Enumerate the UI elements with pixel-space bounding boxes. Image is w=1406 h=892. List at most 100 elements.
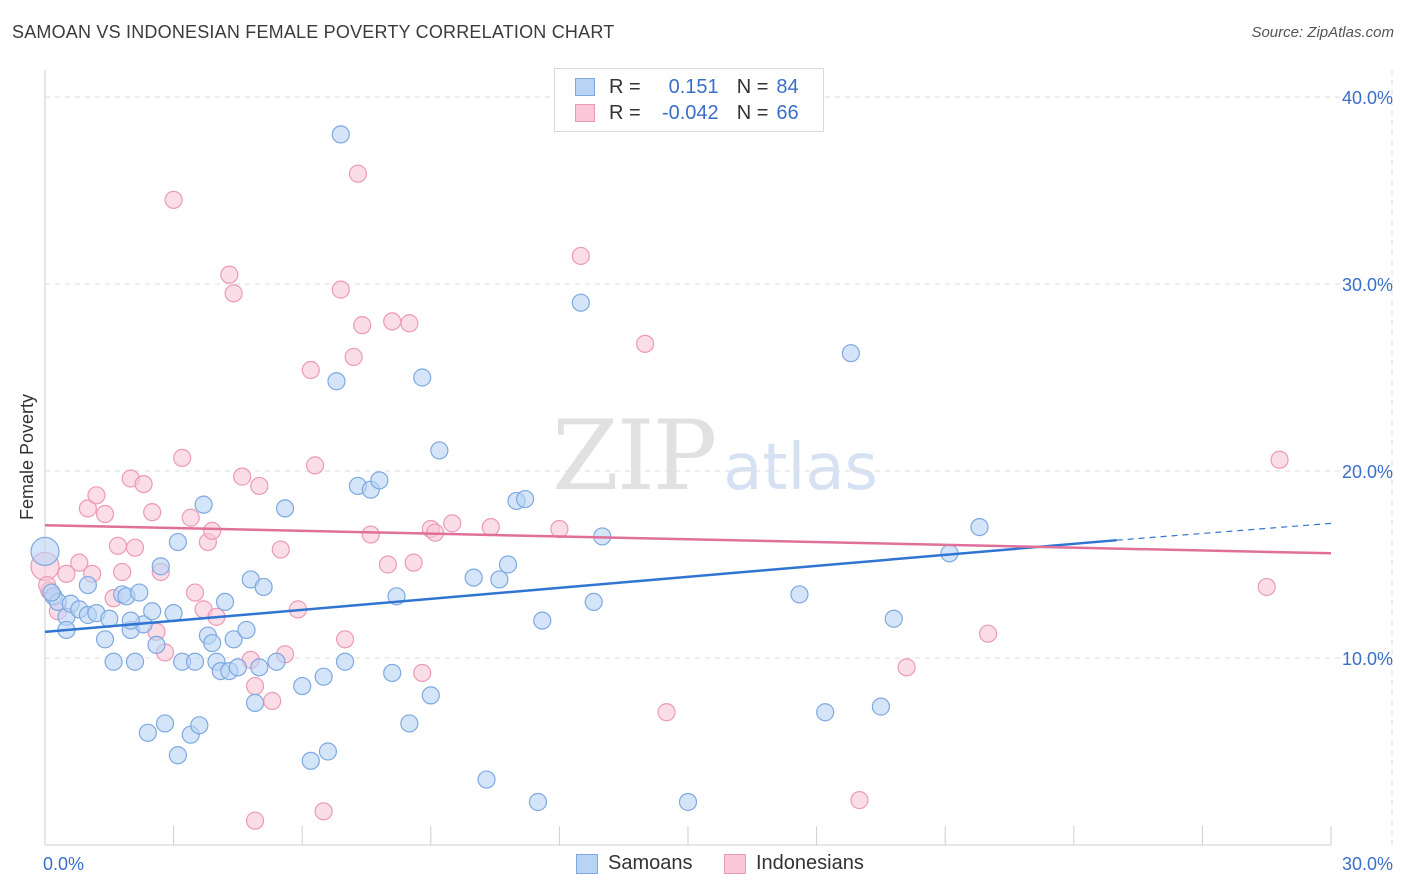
legend-swatch-samoans <box>575 78 595 96</box>
samoan-point <box>190 716 209 735</box>
samoan-point <box>147 635 166 655</box>
samoan-point <box>275 499 295 518</box>
samoan-point <box>224 630 243 649</box>
indonesian-point <box>636 334 655 353</box>
samoan-point <box>121 611 140 630</box>
samoan-point <box>528 792 548 812</box>
samoan-point <box>314 667 333 686</box>
samoan-point <box>228 658 247 677</box>
indonesian-point <box>224 284 243 303</box>
samoan-trend-extension <box>1116 522 1332 541</box>
watermark-zip: ZIP <box>552 400 717 512</box>
legend-r-label: R = <box>609 75 641 98</box>
samoan-point <box>250 658 269 677</box>
legend-item-indonesians: Indonesians <box>724 852 864 875</box>
samoan-point <box>884 609 903 628</box>
samoan-point <box>790 585 809 604</box>
samoan-point <box>413 368 432 387</box>
samoan-point <box>155 714 175 733</box>
y-tick-label: 30.0% <box>1342 275 1393 295</box>
source-label: Source: ZipAtlas.com <box>1251 24 1394 41</box>
samoan-trend-line <box>44 538 1117 634</box>
samoan-point <box>168 746 187 765</box>
legend-swatch-indonesians <box>724 853 746 874</box>
samoan-point <box>125 652 145 671</box>
indonesian-point <box>1257 577 1276 597</box>
samoan-point <box>130 583 149 602</box>
samoan-point <box>430 441 449 460</box>
chart-title: SAMOAN VS INDONESIAN FEMALE POVERTY CORR… <box>12 22 615 42</box>
indonesian-point <box>113 562 132 582</box>
legend-n-label: N = <box>736 75 769 98</box>
indonesian-point <box>263 691 282 711</box>
samoan-point <box>816 703 835 722</box>
indonesian-point <box>301 360 320 380</box>
samoan-point <box>516 489 535 509</box>
indonesian-point <box>378 555 398 574</box>
legend-r-value: 0.151 <box>668 75 719 98</box>
watermark: ZIP atlas <box>552 408 878 504</box>
label-layer: 10.0% 20.0% 30.0% 40.0% 0.0% 30.0% Female Pove… <box>17 88 1393 874</box>
samoan-point <box>95 630 115 649</box>
indonesian-point <box>181 508 200 527</box>
indonesian-point <box>250 476 269 496</box>
indonesian-point <box>404 553 423 572</box>
samoan-point <box>841 344 860 363</box>
legend-r-label: R = <box>609 101 641 124</box>
samoan-point <box>400 714 419 733</box>
indonesian-point <box>108 536 127 555</box>
indonesian-point <box>850 791 869 810</box>
indonesian-point <box>57 564 76 583</box>
legend-n-label: N = <box>736 101 769 124</box>
trend-layer <box>44 522 1332 634</box>
y-tick-label: 10.0% <box>1342 649 1393 669</box>
samoan-point <box>104 652 123 671</box>
indonesian-point <box>233 467 252 486</box>
samoan-point <box>318 742 338 761</box>
indonesian-point <box>400 314 419 333</box>
samoan-point <box>301 751 320 770</box>
indonesian-point <box>314 802 333 821</box>
y-tick-label: 40.0% <box>1342 88 1393 108</box>
samoan-point <box>464 568 483 587</box>
samoan-point <box>78 575 97 595</box>
indonesian-point <box>331 280 350 299</box>
samoan-point <box>151 557 170 576</box>
indonesian-point <box>70 553 89 572</box>
indonesian-point <box>164 190 183 209</box>
indonesian-point <box>348 164 368 183</box>
indonesian-point <box>978 624 998 643</box>
samoan-point <box>327 372 346 391</box>
legend-r-value: -0.042 <box>661 101 719 124</box>
grid-layer <box>45 70 1393 845</box>
samoan-point <box>335 652 355 671</box>
x-tick-label: 30.0% <box>1342 854 1393 874</box>
y-axis-title: Female Poverty <box>17 394 37 520</box>
legend-swatch-indonesians <box>575 104 595 122</box>
samoan-point <box>477 770 496 789</box>
samoan-point <box>678 792 698 812</box>
samoan-point <box>498 555 518 574</box>
indonesian-point <box>271 540 290 559</box>
legend-item-samoans: Samoans <box>576 852 693 875</box>
samoan-point <box>584 592 603 612</box>
indonesian-point <box>335 630 355 649</box>
samoan-point <box>490 570 509 589</box>
samoan-point <box>168 532 187 552</box>
indonesian-point <box>143 503 162 522</box>
indonesian-point <box>897 658 916 677</box>
samoan-point <box>185 652 205 671</box>
samoan-point <box>254 577 273 597</box>
indonesian-point <box>1270 450 1289 469</box>
points-layer <box>30 125 1289 830</box>
axis-layer <box>44 70 1332 846</box>
samoan-point <box>331 125 350 144</box>
indonesian-point <box>134 474 153 494</box>
samoan-point <box>42 583 61 602</box>
samoan-point <box>383 663 402 683</box>
samoan-point <box>370 471 389 490</box>
indonesian-point <box>185 583 205 602</box>
legend-n-value: 66 <box>776 101 799 124</box>
legend-label-samoans: Samoans <box>608 852 693 874</box>
indonesian-point <box>95 504 115 524</box>
